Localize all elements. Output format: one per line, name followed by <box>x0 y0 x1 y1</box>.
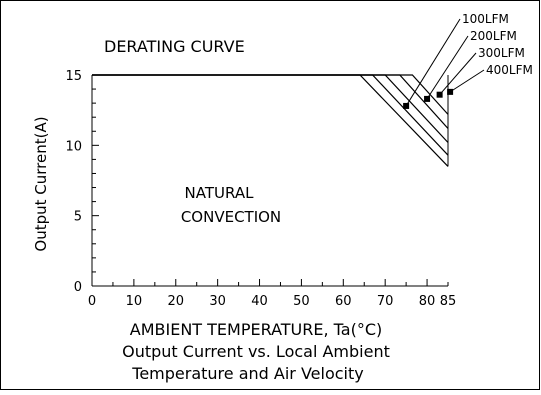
x-tick-label: 30 <box>209 294 226 309</box>
annotation-line-2: CONVECTION <box>181 208 281 226</box>
legend-label-100lfm: 100LFM <box>462 12 509 26</box>
x-tick-label: 70 <box>377 294 394 309</box>
x-tick-label: 40 <box>251 294 268 309</box>
x-tick-label: 85 <box>440 294 457 309</box>
y-tick-label: 5 <box>74 210 82 225</box>
legend-label-200lfm: 200LFM <box>470 29 517 43</box>
caption-line-2: Temperature and Air Velocity <box>131 364 363 383</box>
chart-title: DERATING CURVE <box>104 37 245 56</box>
legend-label-300lfm: 300LFM <box>478 46 525 60</box>
y-tick-label: 10 <box>65 139 82 154</box>
leader-line-200lfm <box>426 35 469 100</box>
series-line-400lfm <box>92 74 449 115</box>
leader-line-100lfm <box>405 18 461 107</box>
leader-line-300lfm <box>439 52 477 96</box>
legend-label-400lfm: 400LFM <box>486 63 533 77</box>
x-tick-label: 10 <box>126 294 143 309</box>
plot-layer: 0 5 10 15 0 10 20 30 40 50 60 70 80 85 100LFM 200LFM 300… <box>65 12 532 309</box>
y-tick-label: 0 <box>74 280 82 295</box>
x-tick-label: 20 <box>167 294 184 309</box>
x-tick-label: 50 <box>293 294 310 309</box>
caption-line-1: Output Current vs. Local Ambient <box>122 342 390 361</box>
annotation-line-1: NATURAL <box>185 184 255 202</box>
x-tick-label: 0 <box>88 294 96 309</box>
y-axis-label: Output Current(A) <box>32 116 50 251</box>
x-tick-label: 60 <box>335 294 352 309</box>
x-tick-label: 80 <box>419 294 436 309</box>
leader-line-400lfm <box>449 69 485 93</box>
y-tick-label: 15 <box>65 69 82 84</box>
x-axis-label: AMBIENT TEMPERATURE, Ta(°C) <box>130 320 382 339</box>
